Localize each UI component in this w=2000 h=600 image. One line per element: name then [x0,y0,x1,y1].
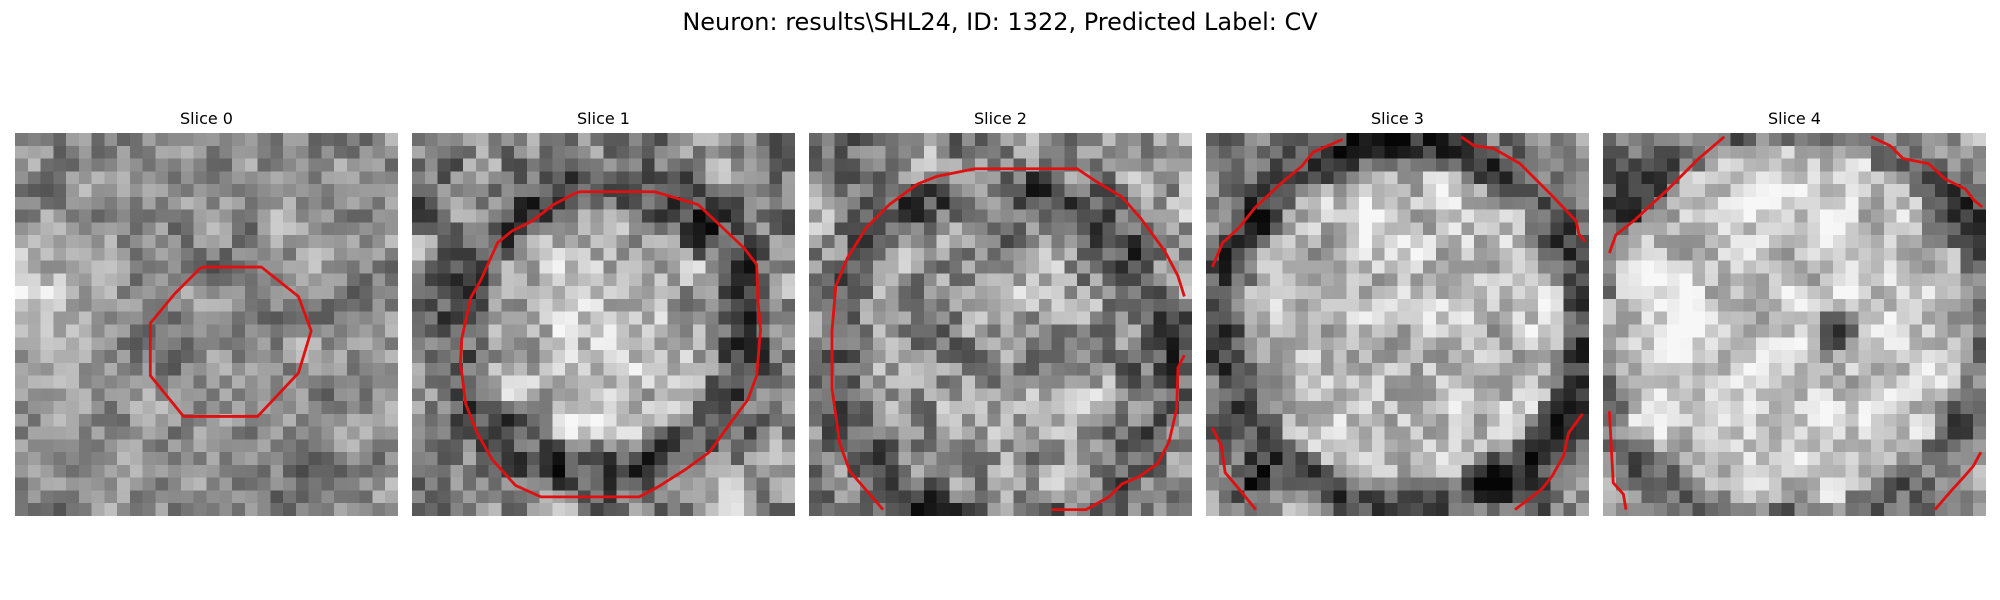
pixel-grid [1206,133,1589,516]
slice-panel-1: Slice 1 [412,108,795,516]
figure-title: Neuron: results\SHL24, ID: 1322, Predict… [682,8,1318,36]
contour-line [1460,135,1587,243]
contour-line [148,265,313,418]
slice-image-3 [1206,133,1589,516]
slice-image-0 [15,133,398,516]
contour-line [830,167,1186,511]
slice-title: Slice 0 [180,109,233,128]
contour-line [1608,135,1726,254]
pixel-grid [15,133,398,516]
slice-title: Slice 4 [1768,109,1821,128]
slice-panel-4: Slice 4 [1603,108,1986,516]
slice-panel-0: Slice 0 [15,108,398,516]
slice-image-4 [1603,133,1986,516]
contour-line [459,190,762,499]
slice-image-2 [809,133,1192,516]
contour-line [1870,135,1984,209]
pixel-grid [412,133,795,516]
pixel-grid [809,133,1192,516]
contour-line [1607,411,1628,510]
contour-line [1051,354,1186,512]
contour-line [1933,451,1983,511]
contour-line [1211,138,1344,268]
slice-image-1 [412,133,795,516]
slice-title: Slice 1 [577,109,630,128]
slice-title: Slice 2 [974,109,1027,128]
slice-panel-3: Slice 3 [1206,108,1589,516]
contour-line [1514,413,1584,511]
slice-title: Slice 3 [1371,109,1424,128]
pixel-grid [1603,133,1986,516]
slice-panel-2: Slice 2 [809,108,1192,516]
contour-line [1211,427,1257,511]
